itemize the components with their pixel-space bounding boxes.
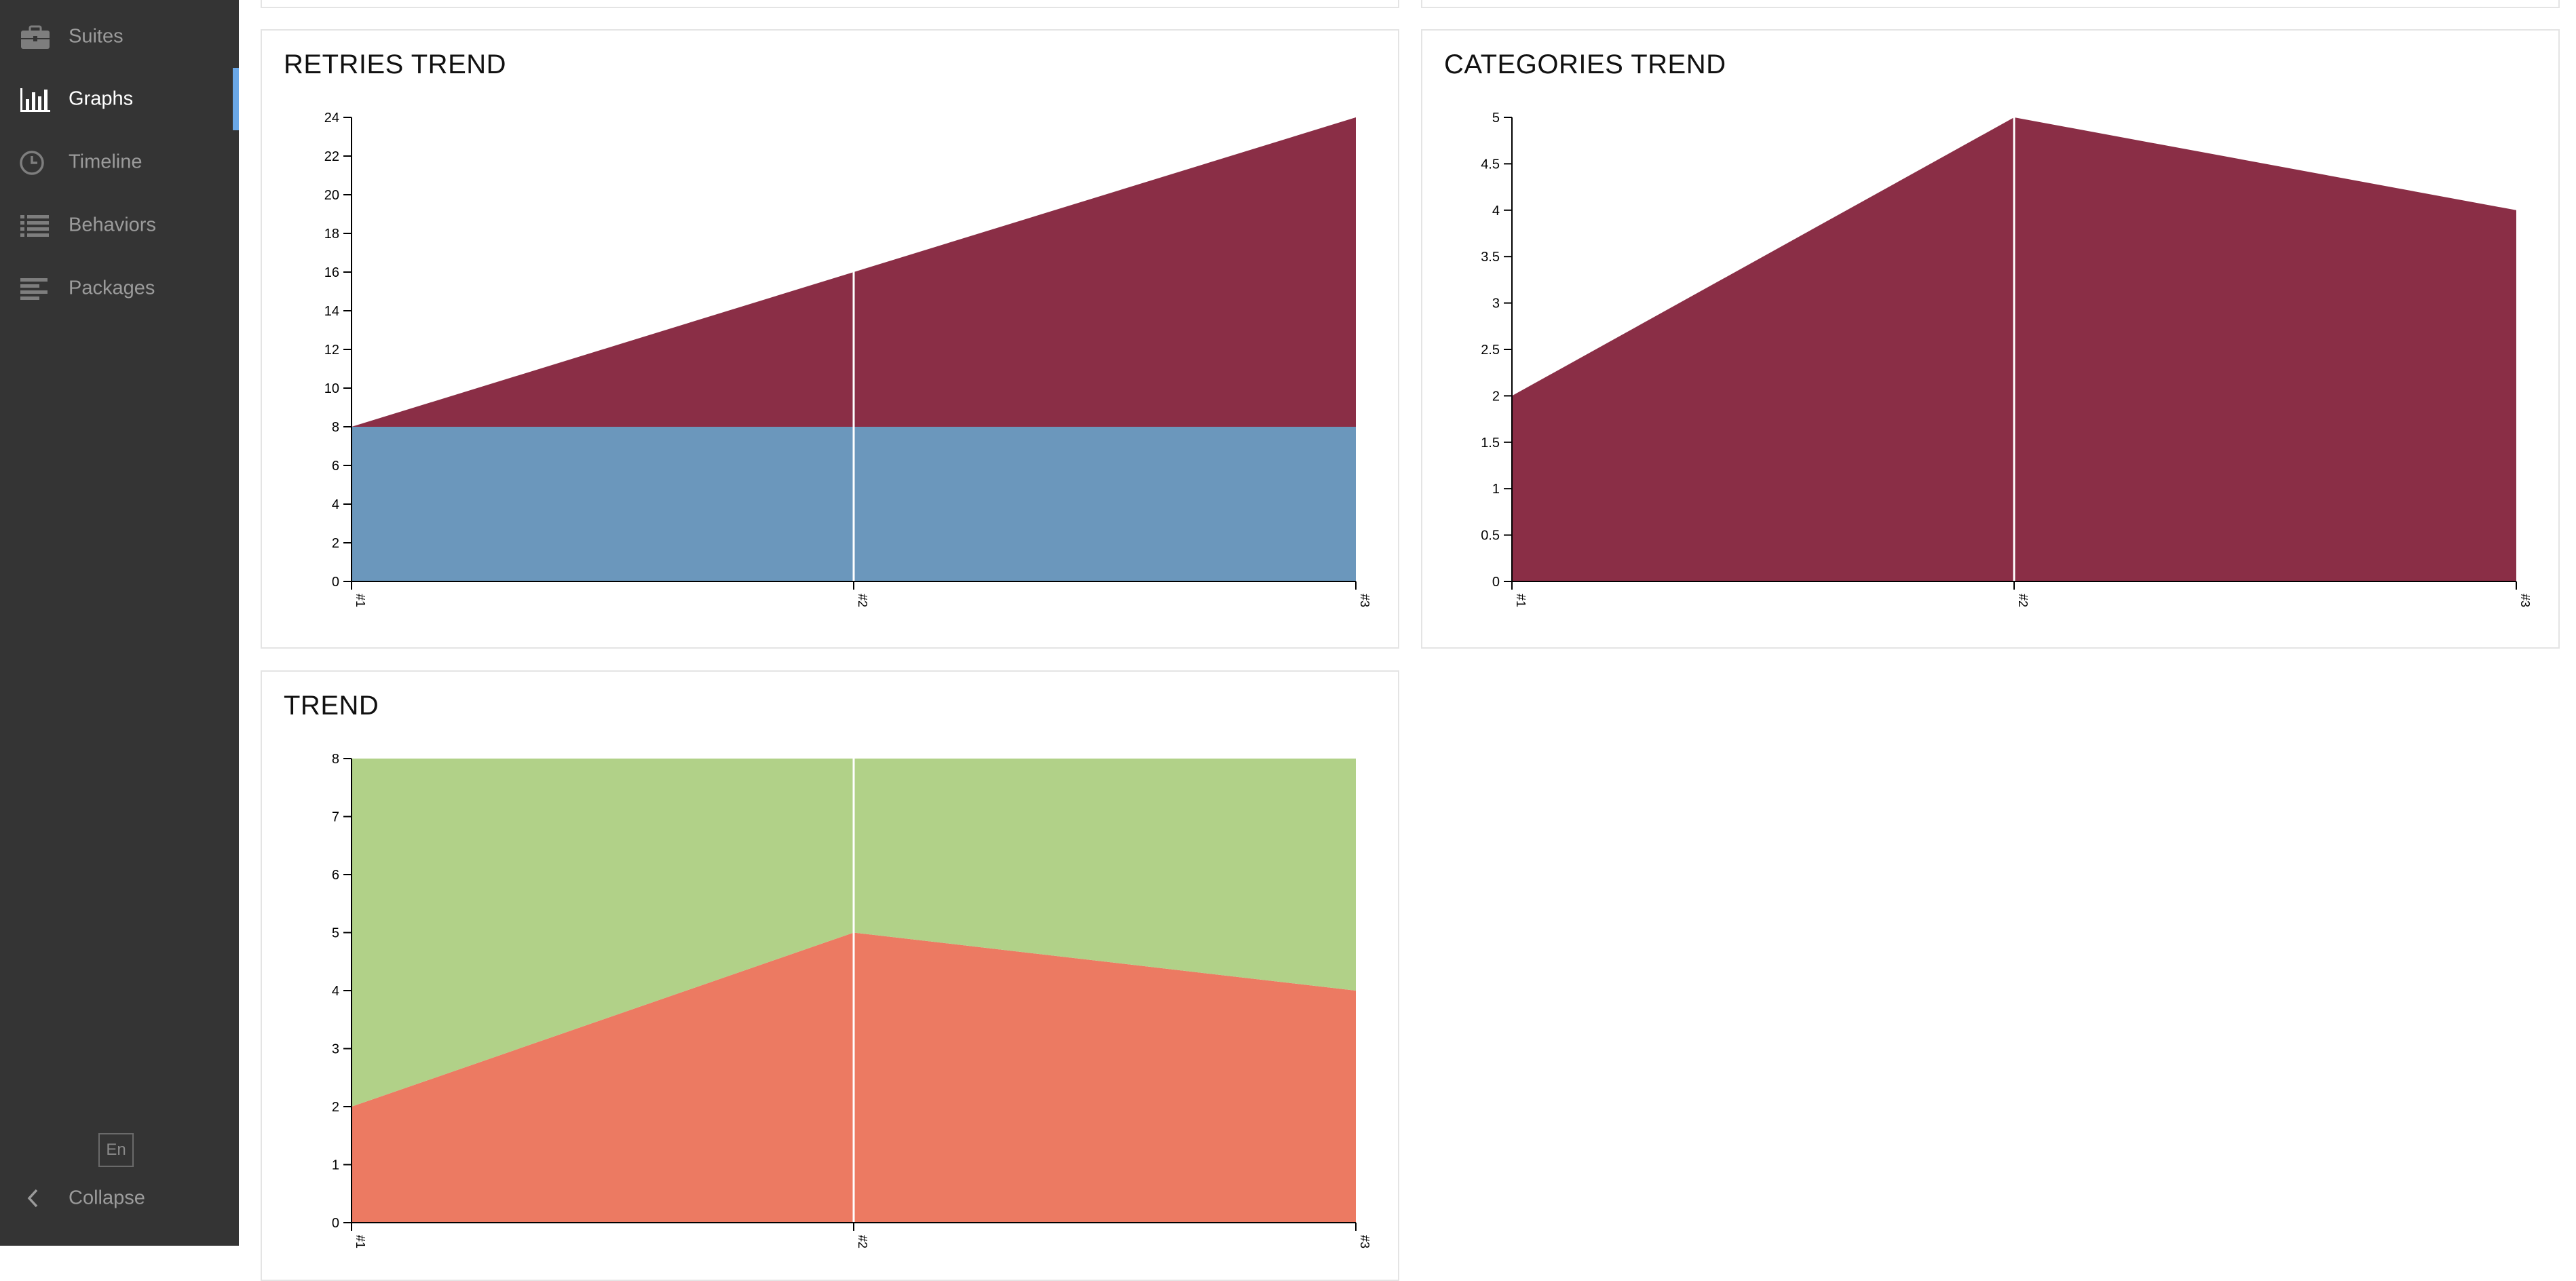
sidebar-item-label: Graphs [69,88,134,110]
widget-top-edge [1421,0,2560,8]
language-button[interactable]: En [98,1133,134,1167]
y-tick-label: 4 [332,497,339,512]
chevron-left-icon [27,1189,38,1208]
sidebar-item-label: Suites [69,25,124,47]
y-tick-label: 20 [324,188,339,203]
y-tick-label: 22 [324,149,339,164]
sidebar-item-timeline[interactable]: Timeline [0,131,239,193]
y-tick-label: 24 [324,111,339,126]
y-tick-label: 1 [1492,482,1500,497]
y-tick-label: 2 [1492,389,1500,404]
widget-title: CATEGORIES TREND [1444,50,1726,79]
categories-trend-chart: 0 0.5 1 1.5 2 2.5 3 3.5 4 4.5 5 #1 #2 #3 [1481,111,2532,607]
widget-top-edge [261,0,1399,8]
sidebar-item-graphs[interactable]: Graphs [0,68,239,130]
align-left-icon [20,278,48,300]
y-tick-label: 2 [332,1100,339,1115]
y-tick-label: 2.5 [1481,343,1500,358]
y-tick-label: 4.5 [1481,157,1500,172]
widget-title: RETRIES TREND [284,50,507,79]
y-tick-label: 12 [324,343,339,358]
collapse-button[interactable]: Collapse [0,1167,239,1229]
x-tick-label: #3 [2518,594,2532,607]
y-tick-label: 0 [1492,575,1500,590]
y-tick-label: 0.5 [1481,529,1500,543]
y-tick-label: 3 [332,1042,339,1057]
x-tick-label: #1 [1514,594,1528,607]
y-tick-label: 4 [332,984,339,999]
x-tick-label: #1 [354,1235,367,1248]
y-tick-label: 16 [324,265,339,280]
x-tick-label: #2 [2016,594,2030,607]
y-tick-label: 4 [1492,204,1500,218]
categories-trend-widget: CATEGORIES TREND 0 0.5 1 1.5 2 2.5 3 3.5 4 4.5 5 #1… [1421,29,2560,649]
clock-icon [20,151,44,175]
y-tick-label: 1.5 [1481,436,1500,451]
y-tick-label: 3 [1492,297,1500,311]
sidebar-item-label: Timeline [69,151,143,173]
y-tick-label: 8 [332,752,339,767]
widget-title: TREND [284,691,379,721]
sidebar: Suites Graphs Timeline Behaviors [0,0,239,1246]
x-tick-label: #1 [354,594,367,607]
y-tick-label: 7 [332,810,339,825]
retries-trend-widget: RETRIES TREND 0 2 4 6 8 10 12 14 16 18 20 22 24 #1 #2 #… [261,29,1399,649]
y-tick-label: 18 [324,227,339,242]
x-tick-label: #2 [856,594,869,607]
sidebar-item-packages[interactable]: Packages [0,257,239,320]
y-tick-label: 0 [332,1216,339,1231]
x-tick-label: #3 [1358,1235,1371,1248]
sidebar-item-label: Behaviors [69,214,156,236]
briefcase-icon [21,25,50,49]
y-tick-label: 10 [324,381,339,396]
sidebar-item-label: Packages [69,277,155,299]
y-tick-label: 2 [332,536,339,551]
list-icon [20,215,49,237]
x-tick-label: #2 [856,1235,869,1248]
y-tick-label: 14 [324,304,339,319]
y-tick-label: 5 [332,926,339,941]
sidebar-item-suites[interactable]: Suites [0,5,239,68]
trend-chart: 0 1 2 3 4 5 6 7 8 #1 #2 #3 [332,752,1371,1248]
y-tick-label: 3.5 [1481,250,1500,265]
y-tick-label: 5 [1492,111,1500,126]
y-tick-label: 6 [332,868,339,883]
collapse-label: Collapse [69,1187,145,1209]
y-tick-label: 8 [332,420,339,435]
trend-widget: TREND 0 1 2 3 4 5 6 7 8 #1 #2 #3 [261,670,1399,1281]
sidebar-item-behaviors[interactable]: Behaviors [0,194,239,256]
y-tick-label: 1 [332,1158,339,1173]
y-tick-label: 6 [332,459,339,474]
bar-chart-icon [20,88,50,112]
y-tick-label: 0 [332,575,339,590]
x-tick-label: #3 [1358,594,1371,607]
